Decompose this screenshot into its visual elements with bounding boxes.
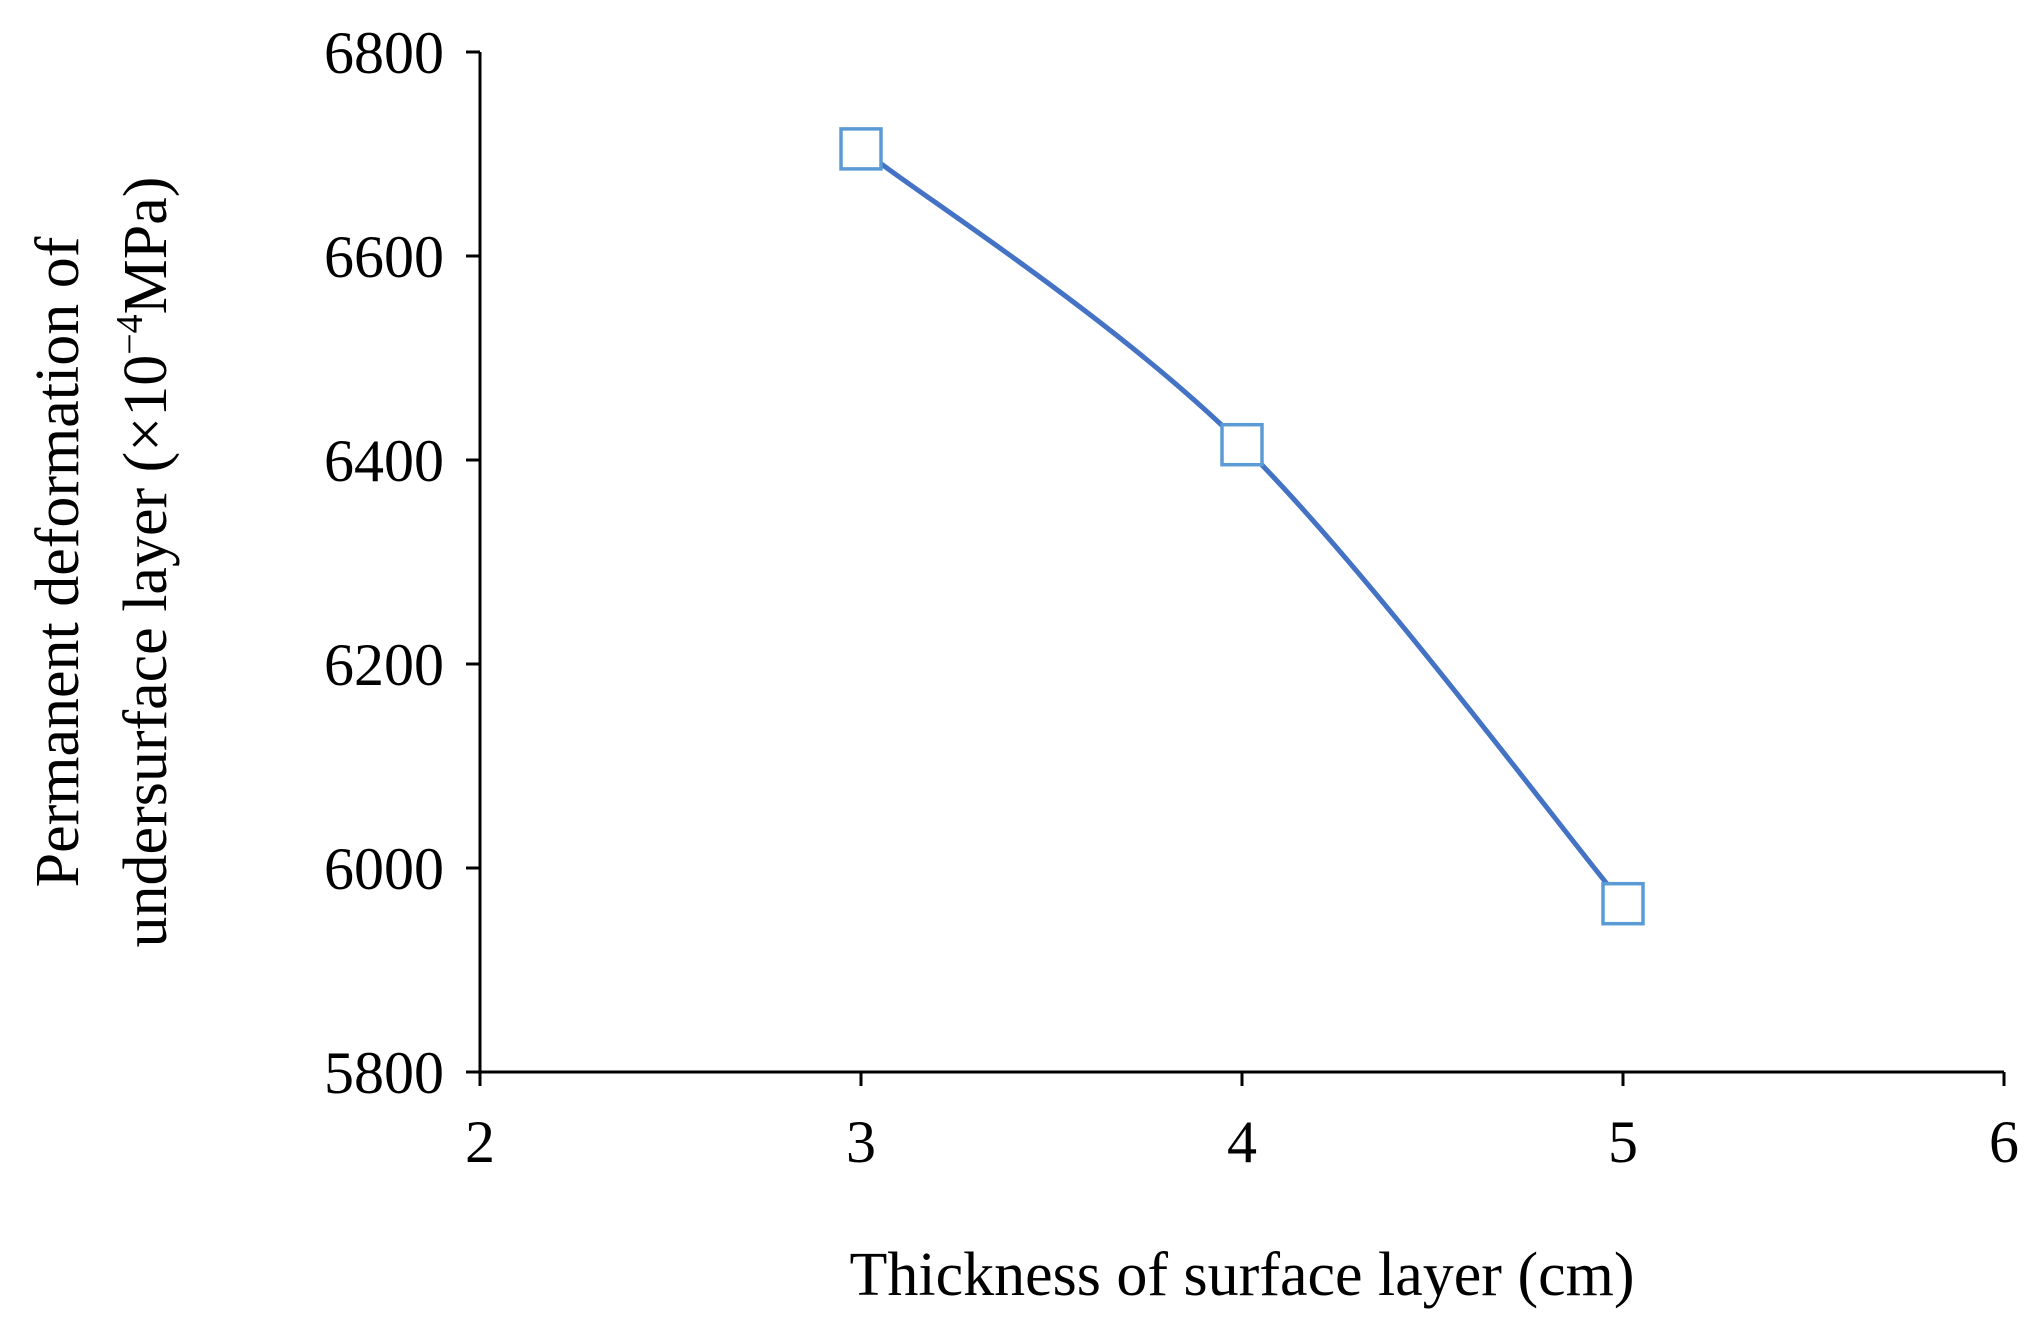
y-tick-label: 6800 bbox=[324, 20, 444, 86]
x-axis-title: Thickness of surface layer (cm) bbox=[850, 1241, 1635, 1309]
y-axis-title-line1: Permanent deformation of bbox=[24, 236, 92, 887]
y-tick-label: 6200 bbox=[324, 632, 444, 698]
x-ticks: 2 3 4 5 6 bbox=[465, 1072, 2019, 1175]
x-tick-label: 4 bbox=[1227, 1109, 1257, 1175]
series-line bbox=[859, 146, 1625, 906]
x-tick-label: 6 bbox=[1989, 1109, 2019, 1175]
y-axis-title-suffix: MPa) bbox=[112, 177, 180, 315]
y-ticks: 5800 6000 6200 6400 6600 6800 bbox=[324, 20, 480, 1106]
y-axis-title-exponent: −4 bbox=[109, 314, 151, 354]
y-tick-label: 6000 bbox=[324, 836, 444, 902]
y-axis-title-line2: undersurface layer (×10−4MPa) bbox=[109, 177, 180, 948]
data-point-marker bbox=[839, 127, 883, 171]
x-tick-label: 3 bbox=[846, 1109, 876, 1175]
y-axis-title: Permanent deformation of undersurface la… bbox=[24, 177, 180, 948]
x-tick-label: 5 bbox=[1608, 1109, 1638, 1175]
data-point-marker bbox=[1601, 881, 1645, 926]
y-tick-label: 6600 bbox=[324, 224, 444, 290]
y-tick-label: 6400 bbox=[324, 428, 444, 494]
y-axis-title-prefix: undersurface layer (×10 bbox=[112, 355, 180, 948]
x-tick-label: 2 bbox=[465, 1109, 495, 1175]
series-layer bbox=[839, 127, 1645, 926]
y-tick-label: 5800 bbox=[324, 1040, 444, 1106]
data-point-marker bbox=[1220, 422, 1264, 467]
axes bbox=[478, 52, 2004, 1074]
